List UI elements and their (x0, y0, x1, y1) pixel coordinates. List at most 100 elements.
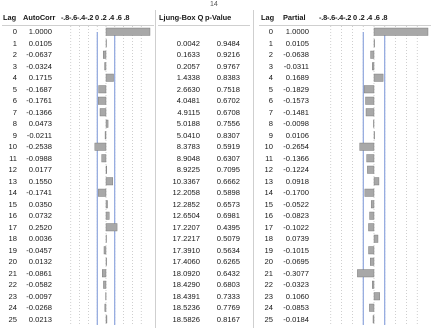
acf-value-cell: -0.0861 (26, 268, 52, 278)
ljungbox-header-rule (158, 25, 250, 26)
pacf-value-cell: 0.1060 (285, 291, 309, 301)
pacf-scale-header: -.8-.6-.4-.2 0 .2 .4 .6 .8 (319, 13, 388, 22)
pacf-lag-cell: 20 (264, 257, 273, 266)
acf-header-rule (2, 25, 154, 26)
pacf-lag-cell: 3 (268, 61, 273, 71)
acf-value-cell: 0.0177 (28, 165, 52, 174)
acf-value-cell: 1.0000 (28, 27, 52, 36)
acf-value-cell: 0.0132 (28, 257, 52, 266)
pacf-bar (373, 177, 380, 186)
ljungbox-p-cell: 0.7769 (216, 303, 240, 312)
acf-lag-cell: 15 (8, 199, 17, 209)
pacf-value-cell: 0.0918 (285, 176, 309, 186)
pacf-lag-cell: 16 (264, 211, 273, 220)
pacf-value-cell: -0.1700 (283, 188, 309, 197)
ljungbox-q-cell: 18.4391 (172, 291, 200, 301)
ljungbox-p-cell: 0.7518 (216, 84, 240, 94)
ljungbox-q-cell: 12.6504 (172, 211, 200, 220)
pacf-value-cell: 0.0105 (285, 38, 309, 48)
column-separator (253, 10, 254, 328)
pacf-value-cell: -0.0638 (283, 50, 309, 59)
ljungbox-p-cell: 0.8383 (216, 73, 240, 82)
acf-bar (102, 50, 107, 59)
acf-bar (105, 211, 110, 220)
acf-value-cell: 0.0105 (28, 38, 52, 48)
pacf-lag-cell: 2 (268, 50, 273, 59)
pacf-bar (373, 292, 380, 301)
pacf-value-cell: 0.0106 (285, 130, 309, 140)
pacf-lag-cell: 1 (268, 38, 273, 48)
acf-lag-cell: 2 (12, 50, 17, 59)
pacf-lag-cell: 22 (264, 280, 273, 289)
ljungbox-p-cell: 0.6981 (216, 211, 240, 220)
pacf-lag-cell: 11 (265, 153, 273, 163)
pacf-lag-cell: 10 (264, 142, 273, 151)
ljungbox-p-cell: 0.7095 (216, 165, 240, 174)
ljungbox-q-cell: 0.2057 (176, 61, 200, 71)
acf-bar (104, 303, 107, 312)
pacf-value-cell: -0.2654 (283, 142, 309, 151)
ljungbox-p-cell: 0.8307 (216, 130, 240, 140)
acf-bar (105, 177, 114, 186)
acf-bar (105, 200, 108, 209)
acf-lag-cell: 5 (12, 84, 17, 94)
pacf-value-cell: -0.0323 (283, 280, 309, 289)
acf-value-cell: 0.1550 (28, 176, 52, 186)
pacf-bar (373, 27, 429, 36)
ljungbox-q-cell: 5.0188 (176, 119, 200, 128)
pacf-value-cell: -0.1022 (283, 222, 309, 232)
ljungbox-p-cell: 0.7556 (216, 119, 240, 128)
acf-lag-cell: 6 (12, 96, 17, 105)
ljungbox-q-cell: 18.5236 (172, 303, 200, 312)
ljungbox-q-cell: 4.0481 (176, 96, 200, 105)
pacf-lag-cell: 15 (264, 199, 273, 209)
acf-value-cell: -0.2538 (26, 142, 52, 151)
ljungbox-p-cell: 0.8167 (216, 314, 240, 324)
acf-lag-cell: 25 (8, 314, 17, 324)
pacf-lag-cell: 6 (268, 96, 273, 105)
pacf-lag-cell: 0 (268, 27, 273, 36)
acf-value-cell: -0.0457 (26, 245, 52, 255)
pacf-bar (357, 269, 375, 278)
pacf-bar (373, 234, 379, 243)
acf-bar (105, 315, 108, 324)
pacf-lag-cell: 12 (264, 165, 273, 174)
acf-lag-cell: 16 (8, 211, 17, 220)
acf-value-cell: 0.0473 (28, 119, 52, 128)
ljungbox-q-cell: 17.2217 (172, 234, 200, 243)
acf-value-cell: -0.0324 (26, 61, 52, 71)
acf-value-cell: 0.0036 (28, 234, 52, 243)
pacf-value-cell: -0.0823 (283, 211, 309, 220)
acf-bar (94, 142, 107, 151)
pacf-bar (369, 303, 375, 312)
acf-lag-cell: 14 (8, 188, 17, 197)
pacf-bar (368, 223, 375, 232)
acf-value-cell: -0.0988 (26, 153, 52, 163)
pacf-bar (364, 188, 375, 197)
ljungbox-q-cell: 2.6630 (176, 84, 200, 94)
acf-lag-cell: 22 (8, 280, 17, 289)
acf-lag-cell: 20 (8, 257, 17, 266)
pacf-bar (370, 200, 375, 209)
ljungbox-p-header: p-Value (205, 13, 232, 22)
pacf-bar (370, 50, 375, 59)
pacf-value-cell: -0.1481 (283, 107, 309, 117)
pacf-lag-cell: 9 (268, 130, 273, 140)
ljungbox-q-cell: 17.3910 (172, 245, 200, 255)
acf-lag-cell: 9 (12, 130, 17, 140)
acf-value-cell: -0.0211 (26, 130, 52, 140)
ljungbox-p-cell: 0.6307 (216, 153, 240, 163)
pacf-lag-header: Lag (261, 13, 275, 22)
acf-bar (103, 280, 107, 289)
ljungbox-q-cell: 12.2058 (172, 188, 200, 197)
ljungbox-p-cell: 0.6432 (216, 268, 240, 278)
pacf-value-cell: -0.1015 (283, 245, 309, 255)
acf-value-cell: -0.1761 (26, 96, 52, 105)
pacf-bar (369, 211, 375, 220)
ljungbox-q-cell: 18.4290 (172, 280, 200, 289)
pacf-bar (368, 246, 375, 255)
acf-bar (103, 246, 107, 255)
pacf-value-cell: -0.1829 (283, 84, 309, 94)
ljungbox-q-cell: 10.3367 (172, 176, 200, 186)
ljungbox-q-header: Ljung-Box Q (159, 13, 204, 22)
